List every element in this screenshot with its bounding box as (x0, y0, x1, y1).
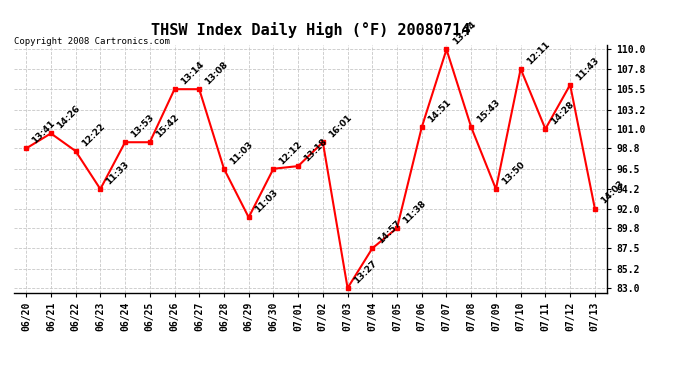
Text: 13:53: 13:53 (129, 113, 156, 140)
Text: 11:38: 11:38 (401, 199, 428, 225)
Text: 16:01: 16:01 (327, 113, 353, 140)
Text: Copyright 2008 Cartronics.com: Copyright 2008 Cartronics.com (14, 38, 170, 46)
Text: 11:43: 11:43 (574, 55, 601, 82)
Text: 15:42: 15:42 (154, 113, 181, 140)
Text: 12:12: 12:12 (277, 140, 304, 166)
Text: 14:51: 14:51 (426, 98, 453, 124)
Text: 12:11: 12:11 (525, 39, 551, 66)
Text: 14:57: 14:57 (377, 219, 403, 246)
Text: 14:03: 14:03 (599, 179, 626, 206)
Text: 13:18: 13:18 (302, 137, 329, 164)
Text: 13:14: 13:14 (179, 60, 206, 86)
Text: 13:41: 13:41 (30, 119, 57, 146)
Text: 15:43: 15:43 (475, 98, 502, 124)
Text: 13:08: 13:08 (204, 60, 230, 86)
Text: 13:34: 13:34 (451, 20, 477, 46)
Text: 12:22: 12:22 (80, 122, 106, 148)
Text: 14:26: 14:26 (55, 104, 81, 130)
Text: 13:50: 13:50 (500, 160, 526, 186)
Text: 13:27: 13:27 (352, 259, 378, 285)
Text: 11:03: 11:03 (228, 140, 255, 166)
Text: 11:03: 11:03 (253, 188, 279, 214)
Text: 11:33: 11:33 (104, 160, 131, 186)
Text: 14:28: 14:28 (549, 99, 576, 126)
Text: THSW Index Daily High (°F) 20080714: THSW Index Daily High (°F) 20080714 (151, 22, 470, 39)
